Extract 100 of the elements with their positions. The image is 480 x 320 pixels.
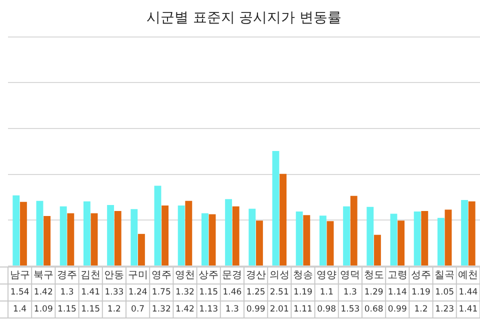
- data-label: 1.2: [414, 304, 428, 315]
- bar: [248, 208, 256, 266]
- bar: [350, 196, 358, 266]
- bar: [201, 213, 208, 266]
- data-label: 1.3: [60, 288, 74, 298]
- bar: [398, 220, 405, 266]
- data-label: 1.4: [13, 304, 27, 315]
- bar: [36, 200, 44, 266]
- bar: [12, 195, 20, 266]
- bar: [178, 205, 185, 266]
- data-label: 1.23: [435, 304, 454, 315]
- x-tick-label: 경산: [246, 270, 266, 282]
- data-label: 1.29: [364, 288, 384, 298]
- x-tick-label: 북구: [33, 270, 54, 282]
- data-label: 1.19: [294, 288, 312, 298]
- data-label: 0.68: [364, 304, 384, 315]
- data-label: 1.1: [320, 288, 334, 298]
- x-tick-label: 영천: [175, 270, 195, 282]
- bar: [20, 202, 27, 266]
- data-label: 2.51: [270, 288, 289, 298]
- bar: [296, 211, 303, 266]
- data-label: 0.98: [317, 304, 336, 315]
- x-tick-label: 영양: [316, 270, 337, 282]
- data-label: 1.41: [458, 304, 478, 315]
- data-label: 1.15: [199, 288, 218, 298]
- data-label: 1.24: [128, 288, 148, 298]
- x-tick-label: 상주: [198, 270, 219, 282]
- x-tick-label: 영주: [151, 270, 172, 282]
- data-label: 1.42: [176, 304, 194, 315]
- bar: [44, 216, 51, 266]
- x-tick-label: 의성: [269, 270, 290, 282]
- bar: [130, 209, 138, 266]
- bar: [208, 214, 216, 266]
- bar: [154, 186, 162, 266]
- data-label: 1.33: [104, 288, 124, 298]
- data-label: 1.19: [412, 288, 430, 298]
- x-tick-label: 안동: [104, 270, 124, 282]
- bar: [60, 206, 67, 266]
- data-label: 1.25: [246, 288, 266, 298]
- bar: [468, 201, 476, 266]
- data-label: 1.3: [343, 288, 357, 298]
- bar: [83, 201, 90, 266]
- x-tick-label: 예천: [458, 270, 478, 282]
- bar: [225, 199, 232, 266]
- x-tick-label: 성주: [411, 270, 431, 282]
- x-tick-label: 칠곡: [434, 270, 455, 282]
- x-tick-label: 문경: [222, 270, 242, 282]
- data-label: 1.41: [81, 288, 100, 298]
- data-label: 1.3: [225, 304, 239, 315]
- data-label: 1.15: [81, 304, 100, 315]
- x-tick-label: 김천: [80, 270, 101, 282]
- data-label: 0.99: [388, 304, 407, 315]
- bar: [319, 216, 326, 266]
- bar: [461, 200, 468, 266]
- data-label: 1.11: [294, 304, 312, 315]
- data-label: 1.15: [58, 304, 76, 315]
- bar: [90, 213, 98, 266]
- data-label: 1.32: [176, 288, 194, 298]
- bar: [232, 206, 240, 266]
- x-tick-label: 경주: [57, 270, 77, 282]
- data-label: 1.09: [34, 304, 53, 315]
- data-label: 1.54: [10, 288, 30, 298]
- x-tick-label: 남구: [10, 270, 30, 282]
- data-label: 1.05: [435, 288, 454, 298]
- bar: [272, 150, 280, 266]
- bar: [114, 210, 122, 266]
- bar: [162, 205, 169, 266]
- data-label: 1.13: [199, 304, 218, 315]
- bar: [256, 220, 263, 266]
- bar: [444, 210, 452, 266]
- data-label: 1.53: [340, 304, 360, 315]
- data-label: 0.7: [131, 304, 145, 315]
- bar: [107, 205, 114, 266]
- data-label: 1.75: [152, 288, 171, 298]
- bar: [185, 200, 192, 266]
- bar: [343, 206, 350, 266]
- x-tick-label: 청도: [364, 270, 384, 282]
- data-label: 1.46: [222, 288, 242, 298]
- x-tick-label: 영덕: [340, 270, 360, 282]
- x-tick-label: 고령: [387, 270, 408, 282]
- x-tick-label: 청송: [293, 270, 313, 282]
- data-label: 1.14: [388, 288, 407, 298]
- data-label: 1.42: [34, 288, 53, 298]
- bar: [390, 214, 398, 266]
- bar: [280, 174, 287, 266]
- bar: [414, 211, 421, 266]
- bar: [303, 215, 310, 266]
- bar: [67, 213, 74, 266]
- chart-title: 시군별 표준지 공시지가 변동률: [146, 10, 342, 26]
- bar: [437, 218, 444, 266]
- bar: [326, 221, 334, 266]
- bar: [138, 234, 145, 266]
- data-label: 0.99: [246, 304, 266, 315]
- data-label: 1.2: [107, 304, 121, 315]
- data-label: 1.44: [458, 288, 478, 298]
- data-label: 2.01: [270, 304, 289, 315]
- data-label: 1.32: [152, 304, 171, 315]
- bar: [366, 206, 374, 266]
- x-tick-label: 구미: [128, 270, 148, 282]
- bar: [421, 210, 428, 266]
